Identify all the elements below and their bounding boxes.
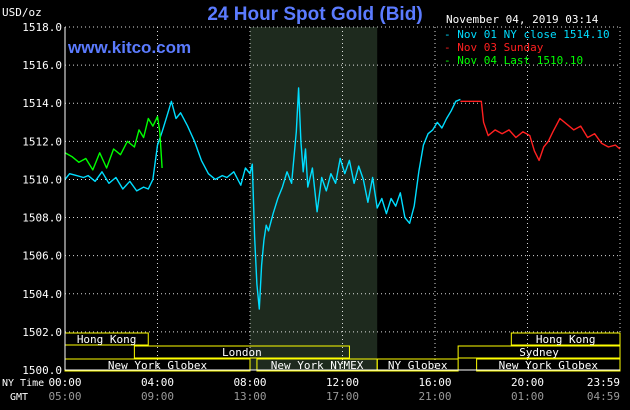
x-tick-label-ny: 00:00 xyxy=(48,376,81,389)
legend-item-nov04: - Nov 04 Last 1510.10 xyxy=(444,54,584,67)
y-tick-label: 1502.0 xyxy=(22,326,62,339)
session-label: Hong Kong xyxy=(536,333,596,346)
session-label: London xyxy=(222,346,262,359)
x-tick-label-gmt: 01:00 xyxy=(511,390,544,403)
kitco-watermark-link[interactable]: www.kitco.com xyxy=(68,38,192,57)
series-line xyxy=(460,100,621,162)
ny-time-label: NY Time xyxy=(2,378,45,389)
series-line xyxy=(64,87,461,310)
y-tick-label: 1516.0 xyxy=(22,59,62,72)
y-tick-label: 1508.0 xyxy=(22,212,62,225)
session-label: New York Globex xyxy=(108,359,208,372)
x-tick-label-ny: 16:00 xyxy=(418,376,451,389)
session-bar xyxy=(510,332,621,346)
session-label: New York NYMEX xyxy=(271,359,364,372)
session-label: Sydney xyxy=(519,346,559,359)
y-tick-label: 1500.0 xyxy=(22,364,62,377)
y-tick-label: 1518.0 xyxy=(22,21,62,34)
x-tick-label-gmt: 13:00 xyxy=(233,390,266,403)
unit-label: USD/oz xyxy=(2,6,42,19)
legend-item-nov01: - Nov 01 NY close 1514.10 xyxy=(444,28,610,41)
x-tick-label-gmt: 09:00 xyxy=(141,390,174,403)
x-tick-label-gmt: 05:00 xyxy=(48,390,81,403)
x-tick-label-gmt: 21:00 xyxy=(418,390,451,403)
y-tick-label: 1514.0 xyxy=(22,97,62,110)
y-tick-label: 1504.0 xyxy=(22,288,62,301)
session-bar xyxy=(376,358,459,372)
date-time-stamp: November 04, 2019 03:14 xyxy=(446,13,599,26)
session-label: Hong Kong xyxy=(77,333,137,346)
session-bar xyxy=(476,358,621,372)
session-label: NY Globex xyxy=(388,359,448,372)
nymex-session-highlight xyxy=(250,27,378,370)
x-tick-label-ny: 04:00 xyxy=(141,376,174,389)
x-tick-label-ny: 20:00 xyxy=(511,376,544,389)
x-tick-label-ny: 08:00 xyxy=(233,376,266,389)
price-series xyxy=(64,87,621,310)
x-tick-label-gmt: 17:00 xyxy=(326,390,359,403)
legend-item-nov03: - Nov 03 Sunday xyxy=(444,41,544,54)
chart-title: 24 Hour Spot Gold (Bid) xyxy=(207,4,423,25)
session-bar xyxy=(457,345,621,359)
y-tick-label: 1506.0 xyxy=(22,250,62,263)
chart-axes: 1500.0 1502.0 1504.0 1506.0 1508.0 1510.0 1512… xyxy=(22,21,620,403)
session-label: New York Globex xyxy=(499,359,599,372)
series-line xyxy=(64,115,163,171)
gmt-label: GMT xyxy=(10,392,29,403)
x-tick-label-ny: 12:00 xyxy=(326,376,359,389)
x-tick-label-ny: 23:59 xyxy=(587,376,620,389)
session-bar xyxy=(133,345,350,359)
x-tick-label-gmt: 04:59 xyxy=(587,390,620,403)
y-tick-label: 1512.0 xyxy=(22,135,62,148)
highlight-band xyxy=(250,27,378,370)
y-tick-label: 1510.0 xyxy=(22,173,62,186)
